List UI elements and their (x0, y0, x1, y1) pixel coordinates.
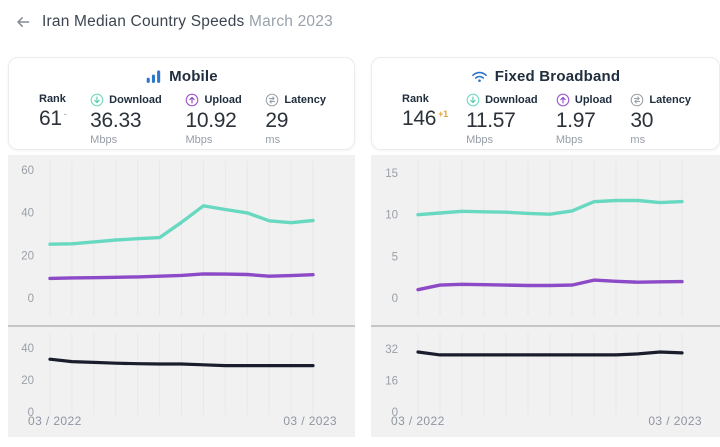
wifi-icon (471, 68, 488, 85)
fixed-rank-stat: Rank 146 +1 (402, 93, 448, 146)
y-axis-tick: 0 (28, 293, 34, 305)
mobile-latency-value: 29 (265, 109, 289, 132)
upload-label: Upload (574, 94, 613, 106)
download-icon (466, 93, 480, 107)
latency-label: Latency (284, 94, 326, 106)
x-axis-label-end: 03 / 2023 (648, 414, 702, 428)
mobile-card-title-label: Mobile (169, 68, 218, 85)
rank-change-badge: +1 (438, 109, 448, 119)
mobile-stat-card: Mobile Rank 61- Download 36.33 Mbps (8, 57, 355, 150)
y-axis-tick: 15 (385, 168, 398, 180)
y-axis-tick: 60 (21, 165, 34, 177)
y-axis-tick: 40 (21, 208, 34, 220)
page-header: Iran Median Country Speeds March 2023 (14, 13, 333, 31)
upload-icon (556, 93, 570, 107)
fixed-download-stat: Download 11.57 Mbps (466, 93, 538, 147)
fixed-speed-chart[interactable]: 15 10 5 0 (371, 155, 720, 327)
upload-label: Upload (204, 94, 242, 106)
mobile-latency-stat: Latency 29 ms (265, 93, 326, 147)
download-icon (90, 93, 104, 107)
fixed-latency-stat: Latency 30 ms (630, 93, 691, 147)
left-arrow-icon (15, 14, 31, 30)
latency-label: Latency (649, 94, 691, 106)
mobile-stats-row: Rank 61- Download 36.33 Mbps (9, 85, 354, 146)
fixed-upload-value: 1.97 (555, 109, 596, 132)
mobile-rank-stat: Rank 61- (39, 93, 67, 146)
y-axis-tick: 16 (385, 376, 398, 388)
latency-icon (630, 93, 644, 107)
download-line (48, 204, 315, 246)
upload-icon (185, 93, 199, 107)
x-axis-label-end: 03 / 2023 (283, 414, 337, 428)
rank-label: Rank (402, 93, 429, 105)
y-axis-tick: 40 (21, 343, 34, 355)
page-title: Iran Median Country Speeds March 2023 (42, 13, 333, 31)
latency-icon (265, 93, 279, 107)
y-axis-tick: 0 (392, 407, 398, 419)
fixed-stat-card: Fixed Broadband Rank 146 +1 Download 11.5… (371, 57, 720, 150)
page-title-period: March 2023 (249, 13, 333, 30)
rank-change-badge: - (63, 109, 67, 119)
mobile-speed-svg: 60 40 20 0 (21, 161, 315, 316)
download-line (416, 198, 684, 217)
fixed-latency-value: 30 (630, 109, 654, 132)
mobile-upload-value: 10.92 (185, 109, 237, 132)
x-axis-label-start: 03 / 2022 (391, 414, 445, 428)
y-axis-tick: 10 (385, 210, 398, 222)
mobile-upload-stat: Upload 10.92 Mbps (185, 93, 242, 147)
upload-line (416, 278, 684, 292)
fixed-upload-stat: Upload 1.97 Mbps (555, 93, 613, 147)
fixed-latency-chart[interactable]: 32 16 0 03 / 2022 03 / 2023 (371, 327, 720, 437)
fixed-rank-value: 146 +1 (402, 107, 448, 130)
mobile-rank-value: 61- (39, 107, 67, 130)
rank-label: Rank (39, 93, 66, 105)
mobile-latency-chart[interactable]: 40 20 0 03 / 2022 03 / 2023 (8, 327, 355, 437)
fixed-speed-svg: 15 10 5 0 (385, 161, 684, 316)
y-axis-tick: 0 (28, 407, 34, 419)
fixed-card-title: Fixed Broadband (372, 58, 719, 85)
mobile-panel: Mobile Rank 61- Download 36.33 Mbps (8, 55, 355, 437)
back-button[interactable] (14, 13, 32, 31)
page-title-main: Iran Median Country Speeds (42, 13, 245, 30)
fixed-download-value: 11.57 (466, 109, 516, 132)
latency-line (416, 350, 684, 357)
fixed-latency-svg: 32 16 003 / 2022 03 / 2023 (385, 333, 702, 428)
latency-line (48, 357, 315, 368)
mobile-download-stat: Download 36.33 Mbps (90, 93, 162, 147)
download-label: Download (485, 94, 538, 106)
fixed-panel: Fixed Broadband Rank 146 +1 Download 11.5… (371, 55, 720, 437)
mobile-bars-icon (145, 68, 162, 85)
mobile-speed-chart[interactable]: 60 40 20 0 (8, 155, 355, 327)
fixed-card-title-label: Fixed Broadband (494, 68, 621, 85)
y-axis-tick: 32 (385, 344, 398, 356)
y-axis-tick: 5 (392, 251, 398, 263)
x-axis-label-start: 03 / 2022 (28, 414, 82, 428)
y-axis-tick: 0 (392, 293, 398, 305)
download-label: Download (109, 94, 162, 106)
fixed-stats-row: Rank 146 +1 Download 11.57 Mbps (372, 85, 719, 146)
upload-line (48, 272, 315, 281)
y-axis-tick: 20 (21, 375, 34, 387)
mobile-latency-svg: 40 20 003 / 2022 03 / 2023 (21, 333, 337, 428)
y-axis-tick: 20 (21, 250, 34, 262)
mobile-card-title: Mobile (9, 58, 354, 85)
mobile-download-value: 36.33 (90, 109, 142, 132)
